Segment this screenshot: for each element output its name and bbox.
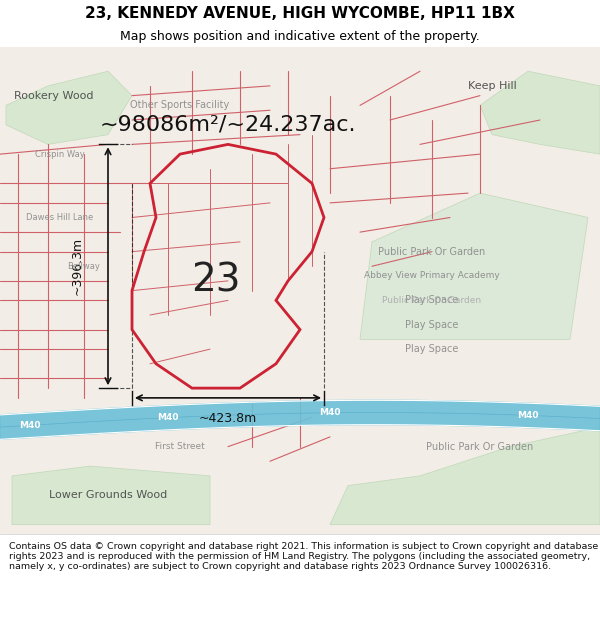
Text: M40: M40 <box>19 421 41 430</box>
Text: ~423.8m: ~423.8m <box>199 412 257 426</box>
Text: Dawes Hill Lane: Dawes Hill Lane <box>26 213 94 222</box>
Polygon shape <box>6 71 132 144</box>
Text: ~98086m²/~24.237ac.: ~98086m²/~24.237ac. <box>100 115 356 135</box>
Text: 23: 23 <box>191 262 241 300</box>
Text: Bellway: Bellway <box>68 262 100 271</box>
Text: M40: M40 <box>517 411 539 420</box>
Text: 23, KENNEDY AVENUE, HIGH WYCOMBE, HP11 1BX: 23, KENNEDY AVENUE, HIGH WYCOMBE, HP11 1… <box>85 6 515 21</box>
Polygon shape <box>360 193 588 339</box>
Text: Play Space: Play Space <box>406 296 458 306</box>
Text: Contains OS data © Crown copyright and database right 2021. This information is : Contains OS data © Crown copyright and d… <box>9 542 598 571</box>
Text: Public Park Or Garden: Public Park Or Garden <box>427 442 533 452</box>
Text: Play Space: Play Space <box>406 320 458 330</box>
Polygon shape <box>480 71 600 154</box>
Text: M40: M40 <box>157 413 179 422</box>
Text: Other Sports Facility: Other Sports Facility <box>130 101 230 111</box>
Text: Lower Grounds Wood: Lower Grounds Wood <box>49 491 167 501</box>
Text: Public Park Or Garden: Public Park Or Garden <box>379 247 485 257</box>
Polygon shape <box>12 466 210 524</box>
Text: ~396.3m: ~396.3m <box>71 237 84 295</box>
Text: Map shows position and indicative extent of the property.: Map shows position and indicative extent… <box>120 30 480 43</box>
Text: Public Park Or Garden: Public Park Or Garden <box>382 296 482 305</box>
Polygon shape <box>330 427 600 524</box>
Text: Keep Hill: Keep Hill <box>467 81 517 91</box>
Text: Rookery Wood: Rookery Wood <box>14 91 94 101</box>
Text: M40: M40 <box>319 408 341 418</box>
Text: Abbey View Primary Academy: Abbey View Primary Academy <box>364 271 500 281</box>
Text: Crispin Way: Crispin Way <box>35 149 85 159</box>
Text: Play Space: Play Space <box>406 344 458 354</box>
Text: First Street: First Street <box>155 442 205 451</box>
